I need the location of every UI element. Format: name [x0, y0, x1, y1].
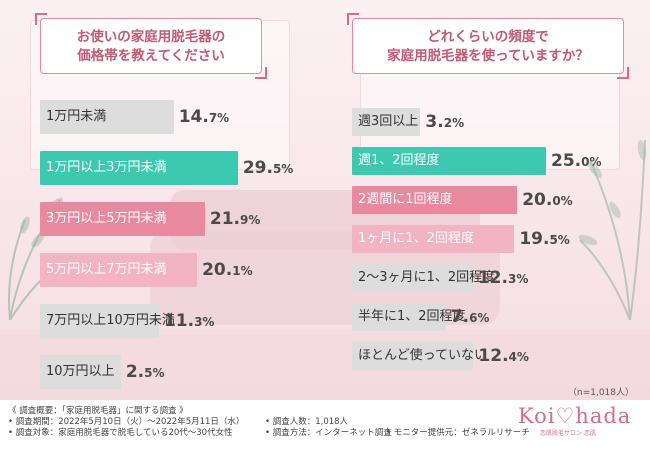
logo-text: Koi♡hada: [518, 404, 632, 428]
bar-2: [40, 202, 205, 236]
bar-5: [352, 303, 446, 331]
frequency-question-box: どれくらいの頻度で 家庭用脱毛器を使っていますか？: [347, 13, 629, 79]
bar-value-2: 21.9%: [209, 209, 261, 229]
bar-label-1: 1万円以上3万円未満: [46, 160, 167, 175]
bar-value-0: 3.2%: [425, 112, 465, 132]
price-question-box: お使いの家庭用脱毛器の 価格帯を教えてください: [35, 13, 267, 79]
bar-value-2: 20.0%: [522, 190, 573, 210]
question-line: 家庭用脱毛器を使っていますか？: [387, 48, 589, 64]
bar-0: [352, 108, 421, 136]
bar-0: [40, 100, 174, 134]
question-line: 価格帯を教えてください: [77, 48, 225, 64]
bar-value-4: 12.3%: [477, 268, 529, 288]
bar-value-3: 19.5%: [519, 229, 570, 249]
bar-label-5: 10万円以上: [46, 364, 115, 379]
bar-value-0: 14.7%: [178, 107, 230, 127]
question-line: どれくらいの頻度で: [427, 29, 549, 45]
bar-value-3: 20.1%: [202, 260, 253, 280]
survey-footer: 《 調査概要：「家庭用脱毛器」に関する調査 》 • 調査期間：2022年5月10…: [0, 400, 650, 450]
frequency-chart: どれくらいの頻度で 家庭用脱毛器を使っていますか？ 週3回以上 3.2% 週1、2回…: [338, 8, 638, 396]
bar-value-5: 7.6%: [450, 307, 490, 327]
bar-label-0: 週3回以上: [358, 114, 419, 129]
logo-subtext: 恋肌脱毛サロン 恋肌: [540, 430, 596, 437]
bar-3: [40, 253, 198, 287]
bar-label-3: 5万円以上7万円未満: [46, 262, 167, 277]
bar-label-6: ほとんど使っていない: [358, 348, 487, 363]
price-bars: 1万円未満 14.7% 1万円以上3万円未満 29.5% 3万円以上5万円未満 21.9%…: [8, 8, 308, 396]
bar-3: [352, 225, 515, 253]
bar-label-3: 1ヶ月に1、2回程度: [358, 231, 474, 246]
bar-2: [352, 186, 518, 214]
bar-1: [352, 147, 546, 175]
survey-method: • 調査方法：インターネット調査: [265, 428, 392, 438]
sample-size-note: （n=1,018人）: [567, 388, 634, 398]
frequency-bars: 週3回以上 3.2% 週1、2回程度 25.0% 2週間に1回程度 20.0% 1ヶ月に1、…: [338, 8, 638, 396]
bar-label-1: 週1、2回程度: [358, 153, 440, 168]
bar-value-5: 2.5%: [125, 362, 165, 382]
bar-6: [352, 342, 474, 370]
bar-value-1: 29.5%: [242, 158, 294, 178]
bar-1: [40, 151, 238, 185]
survey-period-line: • 調査期間：2022年5月10日（火）〜2022年5月11日（水）: [8, 417, 245, 427]
plant-right-decoration: [578, 139, 647, 320]
bar-label-0: 1万円未満: [46, 109, 107, 124]
question-line: お使いの家庭用脱毛器の: [76, 29, 226, 45]
bar-value-1: 25.0%: [551, 151, 602, 171]
survey-provider: • モニター提供元：ゼネラルリサーチ: [386, 428, 530, 438]
bar-value-4: 11.3%: [163, 311, 215, 331]
survey-respondents: • 調査人数：1,018人: [265, 417, 349, 427]
bar-label-2: 3万円以上5万円未満: [46, 211, 167, 226]
survey-title-line: 《 調査概要：「家庭用脱毛器」に関する調査 》: [8, 406, 188, 416]
price-range-chart: お使いの家庭用脱毛器の 価格帯を教えてください 1万円未満 14.7% 1万円以上3…: [8, 8, 308, 396]
bar-label-4: 2〜3ヶ月に1、2回程度: [358, 270, 496, 285]
bar-value-6: 12.4%: [478, 346, 529, 366]
bar-4: [352, 264, 473, 292]
bar-label-2: 2週間に1回程度: [358, 192, 453, 207]
bar-label-4: 7万円以上10万円未満: [46, 313, 175, 328]
survey-target-line: • 調査対象：家庭用脱毛器で脱毛している20代〜30代女性: [8, 428, 233, 438]
bar-4: [40, 304, 159, 338]
bar-label-5: 半年に1、2回程度: [358, 309, 466, 324]
koihada-logo: Koi♡hada 恋肌脱毛サロン 恋肌: [518, 404, 632, 444]
bar-5: [40, 355, 121, 389]
